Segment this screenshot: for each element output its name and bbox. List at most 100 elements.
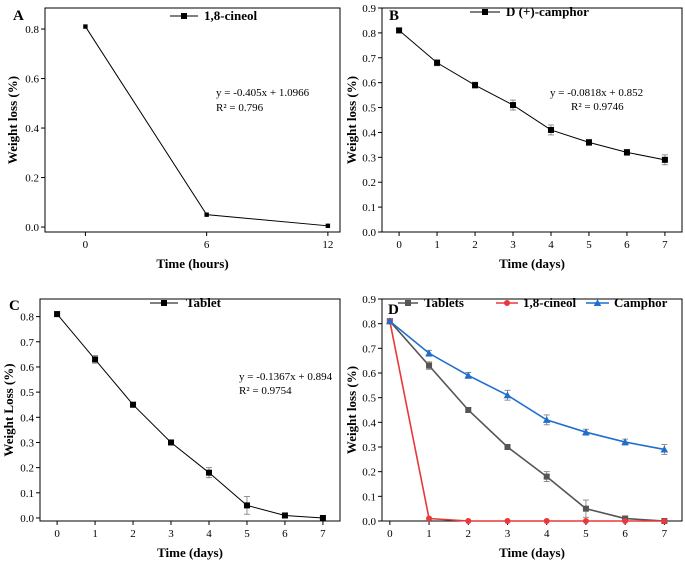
series-tablets (386, 318, 668, 524)
y-tick-label: 0.5 (20, 387, 34, 399)
data-point (472, 82, 479, 89)
data-point (660, 445, 669, 453)
x-tick-label: 7 (662, 528, 668, 540)
y-tick-label: 0.5 (362, 393, 376, 405)
data-point (503, 391, 512, 399)
legend-label: 1,8-cineol (523, 295, 576, 310)
x-tick-label: 0 (396, 239, 402, 251)
x-tick-label: 1 (434, 239, 440, 251)
panel-letter: B (389, 8, 399, 24)
regression-equation: y = -0.405x + 1.0966 (216, 87, 310, 99)
plot-frame (381, 7, 683, 233)
x-tick-label: 4 (206, 528, 212, 540)
legend-marker (482, 9, 488, 15)
data-point (542, 416, 551, 423)
r-squared: R² = 0.9754 (239, 385, 292, 397)
y-tick-label: 0.0 (362, 227, 376, 239)
x-tick-label: 1 (426, 528, 432, 540)
y-tick-label: 0.3 (362, 442, 376, 454)
panel-c: 0 1 2 3 4 5 6 7 0.0 0.1 0.2 0.3 0.4 0.5 0.6 0.7 0.8 Time … (1, 295, 341, 560)
x-tick-label: 5 (583, 528, 589, 540)
x-axis-title: Time (days) (499, 256, 565, 271)
x-tick-label: 6 (624, 239, 630, 251)
y-tick-label: 0.6 (25, 74, 39, 86)
data-point (623, 149, 630, 156)
x-tick-label: 5 (244, 528, 250, 540)
y-tick-label: 0.2 (20, 463, 34, 475)
data-point (130, 401, 137, 408)
y-tick-label: 0.6 (20, 362, 34, 374)
y-tick-label: 0.4 (25, 123, 39, 135)
series-line (389, 321, 665, 522)
x-axis-title: Time (days) (157, 545, 223, 560)
x-tick-label: 2 (472, 239, 478, 251)
x-tick-label: 3 (168, 528, 174, 540)
series-d-camphor (396, 27, 668, 166)
y-tick-label: 0.5 (362, 103, 376, 115)
panel-d: 0 1 2 3 4 5 6 7 0.0 0.1 0.2 0.3 0.4 0.5 0.6 0.7 0.8 0.9 Ti… (344, 294, 683, 560)
panel-letter: C (9, 298, 20, 314)
data-point (426, 515, 433, 522)
series-line (398, 30, 666, 161)
data-point (83, 24, 88, 29)
data-point (205, 469, 212, 476)
y-tick-label: 0.8 (20, 312, 34, 324)
y-tick-label: 0.4 (20, 412, 34, 424)
data-point (661, 518, 668, 524)
y-tick-label: 0.4 (362, 127, 376, 139)
regression-equation: y = -0.0818x + 0.852 (550, 87, 643, 99)
data-point (661, 156, 668, 163)
y-tick-label: 0.2 (25, 173, 39, 185)
data-point (92, 356, 99, 363)
data-point (386, 317, 394, 325)
data-point (547, 126, 554, 133)
x-tick-label: 0 (83, 239, 89, 251)
series-1-8-cineol (83, 24, 331, 229)
data-point (465, 407, 472, 413)
y-tick-label: 0.2 (362, 467, 376, 479)
panel-b: 0 1 2 3 4 5 6 7 0.0 0.1 0.2 0.3 0.4 0.5 0.6 0.7 0.8 0.9 Ti… (344, 3, 683, 271)
x-tick-label: 6 (282, 528, 288, 540)
data-point (54, 311, 61, 318)
data-point (425, 349, 433, 357)
x-tick-label: 4 (544, 528, 550, 540)
legend-marker (593, 299, 602, 307)
legend-marker (405, 300, 411, 306)
data-point (281, 512, 288, 519)
plot-frame (44, 7, 341, 233)
data-point (582, 518, 589, 524)
y-tick-label: 0.8 (362, 319, 376, 331)
y-tick-label: 0.1 (20, 488, 34, 500)
x-tick-label: 2 (130, 528, 136, 540)
x-tick-label: 3 (505, 528, 511, 540)
data-point (543, 473, 550, 480)
data-point (204, 212, 209, 217)
legend-label: Tablets (424, 295, 464, 310)
x-tick-label: 1 (92, 528, 98, 540)
data-point (504, 444, 511, 450)
plot-frame (39, 298, 341, 522)
panel-a: 0 6 12 0.0 0.2 0.4 0.6 0.8 Time (hours) Weight lo… (5, 7, 341, 271)
series-line (389, 320, 665, 451)
series-camphor (386, 317, 669, 455)
data-point (168, 439, 175, 446)
data-point (582, 428, 590, 436)
y-tick-label: 0.7 (362, 53, 376, 65)
y-tick-label: 0.9 (362, 3, 376, 15)
y-tick-label: 0.8 (25, 24, 39, 36)
x-axis-title: Time (days) (499, 545, 565, 560)
data-point (504, 518, 511, 524)
panel-letter: A (13, 8, 24, 24)
y-tick-label: 0.6 (362, 368, 376, 380)
y-tick-label: 0.0 (362, 516, 376, 528)
series-tablet (54, 311, 326, 521)
y-axis-title: Weight Loss (%) (1, 363, 16, 456)
x-tick-label: 7 (320, 528, 326, 540)
y-tick-label: 0.7 (362, 343, 376, 355)
data-point (543, 518, 550, 524)
panel-letter: D (388, 302, 399, 318)
r-squared: R² = 0.9746 (571, 101, 624, 113)
x-tick-label: 6 (204, 239, 210, 251)
r-squared: R² = 0.796 (216, 102, 264, 114)
y-tick-label: 0.7 (20, 337, 34, 349)
